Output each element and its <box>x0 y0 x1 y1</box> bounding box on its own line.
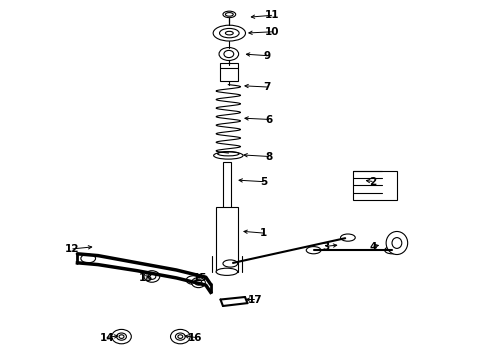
Text: 10: 10 <box>265 27 279 37</box>
Text: 2: 2 <box>369 177 376 187</box>
Bar <box>220 63 238 81</box>
Bar <box>353 171 397 200</box>
Text: 11: 11 <box>265 10 279 20</box>
Text: 16: 16 <box>188 333 202 343</box>
Text: 8: 8 <box>265 152 272 162</box>
Bar <box>216 207 238 272</box>
Ellipse shape <box>112 329 131 344</box>
Text: 7: 7 <box>263 82 271 92</box>
Ellipse shape <box>223 11 236 18</box>
Text: 5: 5 <box>260 177 267 187</box>
Text: 4: 4 <box>369 242 377 252</box>
Text: 12: 12 <box>65 244 80 254</box>
Text: 15: 15 <box>193 273 207 283</box>
Ellipse shape <box>144 271 160 282</box>
Ellipse shape <box>306 247 321 254</box>
Ellipse shape <box>171 329 190 344</box>
Ellipse shape <box>214 152 243 159</box>
Text: 1: 1 <box>260 228 267 238</box>
Ellipse shape <box>192 278 205 288</box>
Ellipse shape <box>341 234 355 241</box>
Ellipse shape <box>223 260 238 267</box>
Ellipse shape <box>385 247 399 254</box>
Text: 9: 9 <box>264 51 270 61</box>
Ellipse shape <box>213 25 245 41</box>
Ellipse shape <box>81 254 96 263</box>
Ellipse shape <box>219 48 239 60</box>
Bar <box>223 162 231 214</box>
Text: 14: 14 <box>99 333 114 343</box>
Text: 6: 6 <box>265 114 272 125</box>
Ellipse shape <box>216 268 238 275</box>
Text: 13: 13 <box>139 273 153 283</box>
Ellipse shape <box>186 276 201 284</box>
Text: 3: 3 <box>322 242 329 252</box>
Text: 17: 17 <box>247 294 262 305</box>
Ellipse shape <box>386 231 408 255</box>
